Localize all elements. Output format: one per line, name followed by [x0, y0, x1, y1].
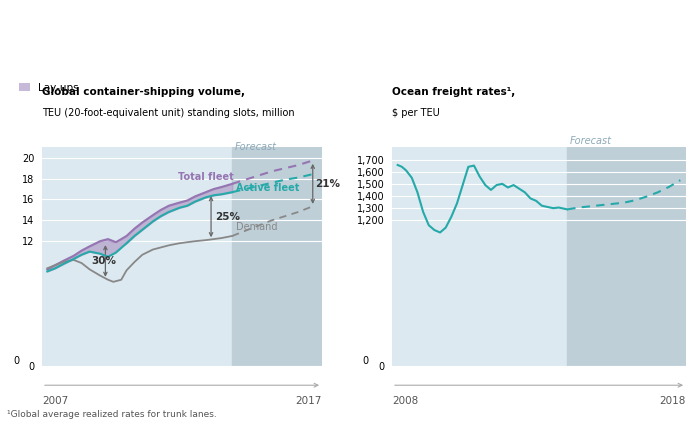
Text: Forecast: Forecast [570, 136, 612, 146]
Text: Ocean freight rates¹,: Ocean freight rates¹, [392, 87, 515, 97]
Text: 2007: 2007 [42, 396, 69, 406]
Text: 2008: 2008 [392, 396, 419, 406]
Text: ¹Global average realized rates for trunk lanes.: ¹Global average realized rates for trunk… [7, 410, 217, 419]
Text: 0: 0 [363, 356, 368, 366]
Text: TEU (20-foot-equivalent unit) standing slots, million: TEU (20-foot-equivalent unit) standing s… [42, 108, 295, 118]
Text: 0: 0 [13, 356, 20, 366]
Bar [232, 147, 322, 366]
Legend: Lay-ups: Lay-ups [19, 83, 78, 93]
Text: Total fleet: Total fleet [178, 172, 234, 182]
Text: 25%: 25% [215, 212, 240, 222]
Text: 30%: 30% [91, 256, 116, 266]
Text: Active fleet: Active fleet [236, 183, 300, 193]
Text: 21%: 21% [315, 179, 340, 189]
Text: Demand: Demand [236, 222, 278, 232]
Text: $ per TEU: $ per TEU [392, 108, 440, 118]
Bar [567, 147, 686, 366]
Text: Global container-shipping volume,: Global container-shipping volume, [42, 87, 245, 97]
Text: 2018: 2018 [659, 396, 686, 406]
Text: Forecast: Forecast [234, 141, 276, 152]
Text: 2017: 2017 [295, 396, 322, 406]
